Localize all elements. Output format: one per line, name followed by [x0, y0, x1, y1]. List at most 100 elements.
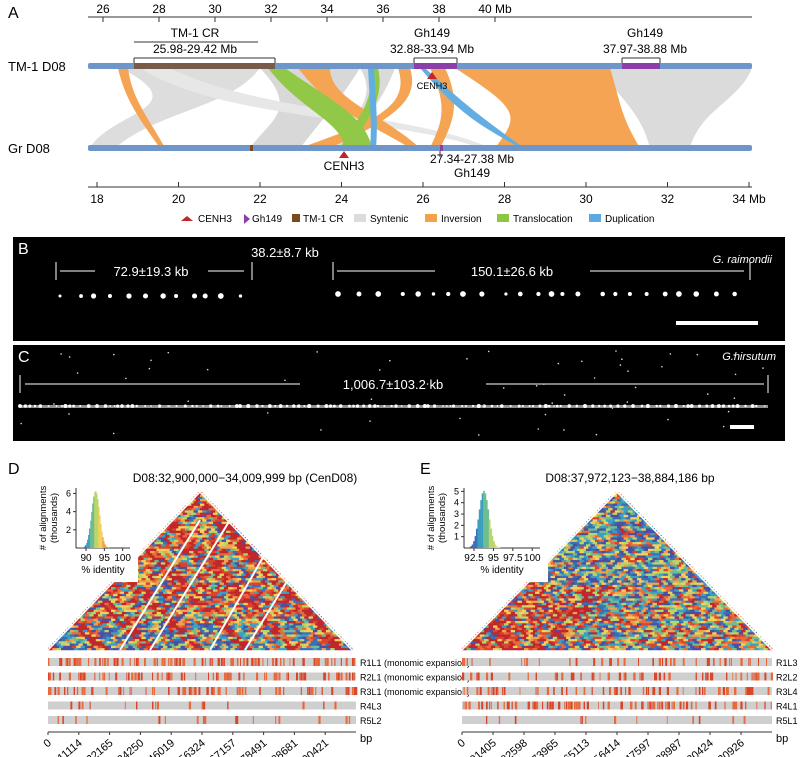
heatmap-cell	[599, 625, 605, 628]
heatmap-cell	[234, 580, 240, 583]
heatmap-cell	[528, 620, 534, 624]
heatmap-cell	[197, 550, 203, 554]
heatmap-cell	[661, 638, 667, 642]
heatmap-cell	[132, 609, 138, 612]
heatmap-cell	[134, 607, 140, 610]
heatmap-cell	[154, 631, 160, 635]
x-axis-unit: bp	[360, 733, 372, 745]
heatmap-cell	[299, 607, 305, 610]
heatmap-cell	[610, 645, 616, 649]
heatmap-cell	[256, 580, 262, 583]
heatmap-cell	[599, 580, 605, 583]
heatmap-cell	[102, 600, 107, 603]
heatmap-cell	[648, 611, 653, 615]
heatmap-cell	[152, 611, 157, 615]
heatmap-cell	[171, 636, 177, 640]
heatmap-cell	[249, 564, 255, 567]
heatmap-cell	[165, 602, 170, 606]
heatmap-cell	[610, 622, 616, 626]
heatmap-cell	[572, 629, 578, 633]
heatmap-cell	[563, 575, 569, 579]
heatmap-cell	[200, 525, 205, 529]
repeat-mark	[102, 658, 104, 666]
heatmap-cell	[328, 636, 333, 640]
heatmap-cell	[219, 537, 225, 540]
heatmap-cell	[132, 631, 138, 635]
noise-dot	[167, 351, 170, 354]
heatmap-cell	[555, 643, 560, 646]
repeat-mark	[222, 658, 225, 666]
heatmap-cell	[176, 537, 181, 540]
heatmap-cell	[692, 625, 698, 628]
heatmap-cell	[663, 613, 669, 617]
heatmap-cell	[200, 507, 205, 511]
noise-dot	[426, 383, 429, 385]
heatmap-cell	[650, 622, 655, 626]
heatmap-cell	[599, 638, 605, 642]
heatmap-cell	[137, 568, 142, 572]
heatmap-cell	[570, 613, 576, 617]
heatmap-cell	[269, 607, 275, 610]
heatmap-cell	[156, 607, 162, 610]
heatmap-cell	[95, 625, 101, 628]
heatmap-cell	[113, 638, 118, 642]
heatmap-cell	[197, 514, 203, 518]
heatmap-cell	[526, 636, 531, 640]
heatmap-cell	[221, 598, 227, 601]
noise-dot	[20, 422, 22, 425]
heatmap-cell	[599, 593, 605, 597]
heatmap-cell	[221, 593, 227, 597]
heatmap-cell	[528, 593, 534, 597]
heatmap-cell	[215, 559, 220, 563]
heatmap-cell	[265, 562, 270, 565]
heatmap-cell	[165, 634, 170, 637]
heatmap-cell	[119, 591, 125, 594]
heatmap-cell	[729, 609, 735, 612]
heatmap-cell	[128, 622, 133, 626]
heatmap-cell	[195, 525, 201, 529]
heatmap-cell	[563, 647, 569, 651]
heatmap-cell	[641, 641, 647, 644]
repeat-mark	[177, 658, 179, 666]
heatmap-cell	[656, 616, 662, 619]
heatmap-cell	[182, 620, 188, 624]
heatmap-cell	[603, 598, 609, 601]
heatmap-cell	[245, 591, 251, 594]
heatmap-cell	[184, 555, 190, 558]
repeat-mark	[204, 658, 206, 666]
heatmap-cell	[239, 589, 244, 592]
heatmap-cell	[550, 589, 556, 592]
heatmap-cell	[559, 647, 565, 651]
heatmap-cell	[254, 627, 259, 630]
heatmap-cell	[115, 627, 120, 630]
heatmap-cell	[524, 593, 529, 597]
repeat-mark	[316, 658, 319, 666]
heatmap-cell	[228, 622, 233, 626]
heatmap-cell	[579, 641, 585, 644]
heatmap-cell	[676, 627, 682, 630]
noise-dot	[627, 370, 629, 372]
heatmap-cell	[659, 586, 664, 590]
heatmap-cell	[219, 645, 225, 649]
heatmap-cell	[202, 568, 207, 572]
heatmap-cell	[156, 593, 162, 597]
heatmap-cell	[191, 575, 196, 579]
heatmap-cell	[163, 568, 168, 572]
legend-syntenic: Syntenic	[370, 214, 408, 225]
heatmap-cell	[208, 571, 214, 574]
label-dot	[531, 404, 535, 408]
heatmap-cell	[641, 573, 647, 576]
heatmap-cell	[150, 622, 155, 626]
heatmap-cell	[687, 607, 693, 610]
heatmap-cell	[254, 604, 259, 608]
label-dot	[55, 405, 58, 407]
heatmap-cell	[145, 609, 151, 612]
heatmap-cell	[169, 571, 175, 574]
x-axis-tick-label: 111114	[51, 737, 84, 757]
heatmap-cell	[632, 577, 638, 581]
repeat-mark	[57, 716, 59, 724]
heatmap-cell	[104, 643, 110, 646]
heatmap-cell	[195, 598, 201, 601]
heatmap-cell	[154, 582, 160, 585]
heatmap-cell	[271, 609, 277, 612]
